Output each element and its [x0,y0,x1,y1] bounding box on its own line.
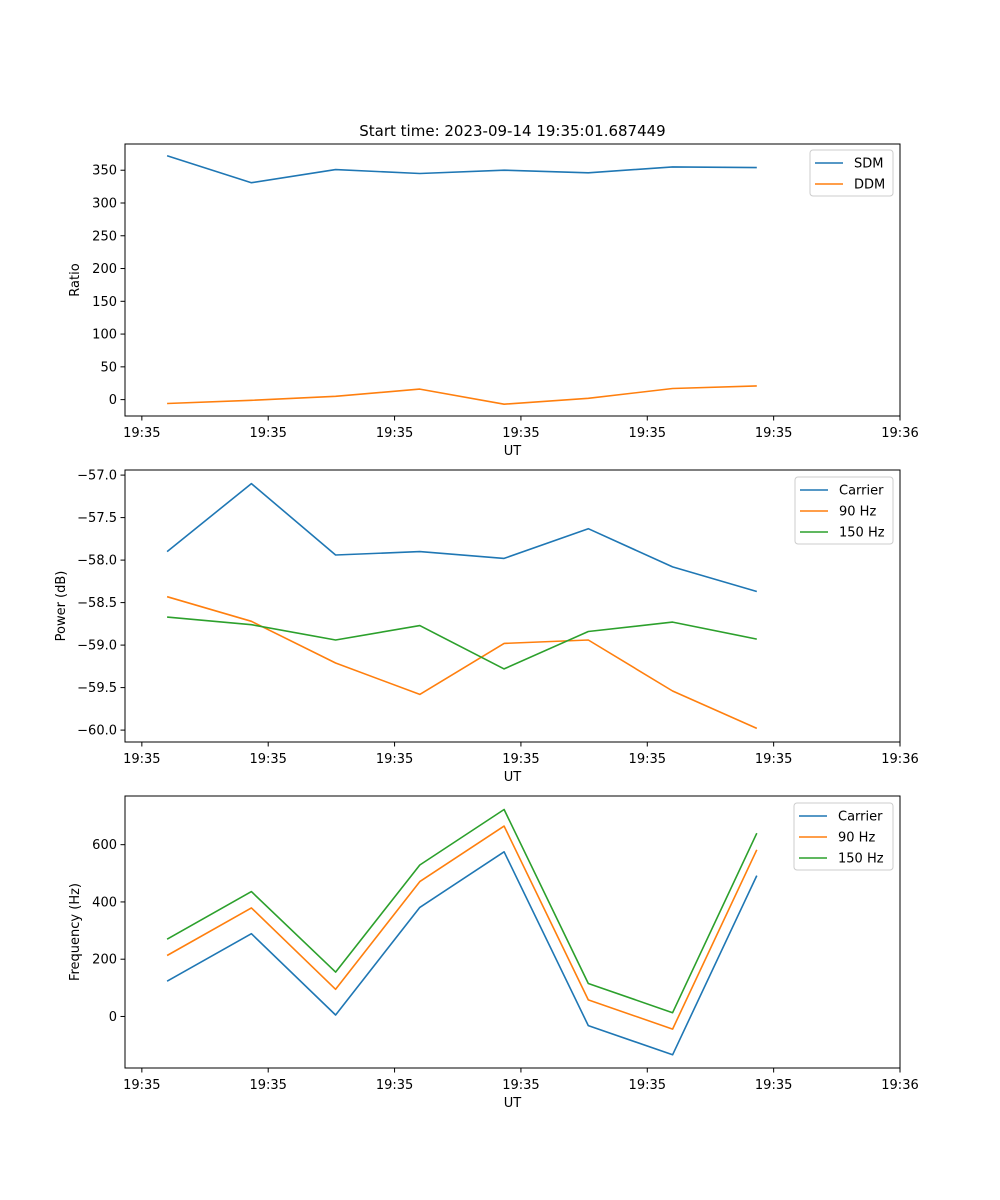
y-axis-label: Power (dB) [54,571,69,642]
y-tick-label: −58.0 [77,554,117,569]
legend-label: 150 Hz [838,852,884,867]
x-tick-label: 19:35 [629,426,666,441]
x-tick-label: 19:36 [881,1078,918,1093]
x-tick-label: 19:35 [249,1078,286,1093]
legend-box [793,802,894,871]
x-tick-label: 19:35 [123,752,160,767]
plot-frame [124,143,901,417]
plot-frame [124,795,901,1069]
legend-label: 90 Hz [839,505,876,520]
x-tick-label: 19:35 [629,1078,666,1093]
x-tick-label: 19:35 [755,752,792,767]
series-line-150-hz [167,616,757,670]
legend: Carrier 90 Hz 150 Hz [794,476,894,545]
legend-label: SDM [854,157,883,172]
x-tick-label: 19:35 [629,752,666,767]
legend-label: DDM [854,178,885,193]
chart-panel-2: 19:35 19:35 19:35 19:35 19:35 19:35 19:36 −60.0… [54,469,919,785]
y-tick-label: −59.5 [77,681,117,696]
y-tick-label: −57.0 [77,469,117,484]
y-tick-label: 200 [92,262,117,277]
x-tick-label: 19:35 [755,426,792,441]
plot-frame [124,469,901,743]
y-tick-label: 50 [100,360,117,375]
x-tick-label: 19:35 [249,752,286,767]
y-tick-label: −57.5 [77,511,117,526]
chart-panel-1: Start time: 2023-09-14 19:35:01.687449 19… [68,122,919,459]
y-tick-label: 600 [92,838,117,853]
y-tick-label: −59.0 [77,639,117,654]
chart-title: Start time: 2023-09-14 19:35:01.687449 [359,122,665,140]
x-axis-label: UT [504,770,522,785]
x-tick-label: 19:35 [376,1078,413,1093]
y-tick-label: 150 [92,295,117,310]
x-tick-label: 19:36 [881,426,918,441]
x-axis-label: UT [504,444,522,459]
legend-label: 150 Hz [839,526,885,541]
x-tick-label: 19:35 [502,752,539,767]
x-tick-label: 19:35 [376,752,413,767]
y-tick-label: 400 [92,895,117,910]
legend-label: Carrier [838,810,883,825]
y-tick-label: 350 [92,164,117,179]
y-axis-label: Ratio [68,263,83,296]
legend: SDM DDM [809,149,894,197]
y-tick-label: 100 [92,328,117,343]
y-tick-label: 0 [109,1010,117,1025]
legend-label: Carrier [839,484,884,499]
legend: Carrier 90 Hz 150 Hz [793,802,894,871]
y-tick-label: 250 [92,229,117,244]
x-tick-label: 19:35 [123,1078,160,1093]
y-tick-label: 0 [109,393,117,408]
series-line-carrier [166,482,758,593]
legend-box [794,476,894,545]
y-tick-label: 300 [92,196,117,211]
series-line-150-hz [166,808,758,1014]
y-axis-label: Frequency (Hz) [68,883,83,981]
y-tick-label: −58.5 [77,596,117,611]
series-line-ddm [167,385,757,406]
series-line-90-hz [166,825,758,1030]
x-axis-label: UT [504,1096,522,1111]
legend-label: 90 Hz [838,831,875,846]
series-line-carrier [166,850,758,1056]
x-tick-label: 19:35 [123,426,160,441]
series-line-90-hz [166,595,758,730]
y-tick-label: 200 [92,953,117,968]
chart-panel-3: 19:35 19:35 19:35 19:35 19:35 19:35 19:36 0 200 4… [68,795,919,1111]
x-tick-label: 19:35 [502,426,539,441]
y-tick-label: −60.0 [77,724,117,739]
x-tick-label: 19:35 [755,1078,792,1093]
x-tick-label: 19:35 [502,1078,539,1093]
x-tick-label: 19:36 [881,752,918,767]
series-line-sdm [166,155,757,184]
x-tick-label: 19:35 [376,426,413,441]
x-tick-label: 19:35 [249,426,286,441]
